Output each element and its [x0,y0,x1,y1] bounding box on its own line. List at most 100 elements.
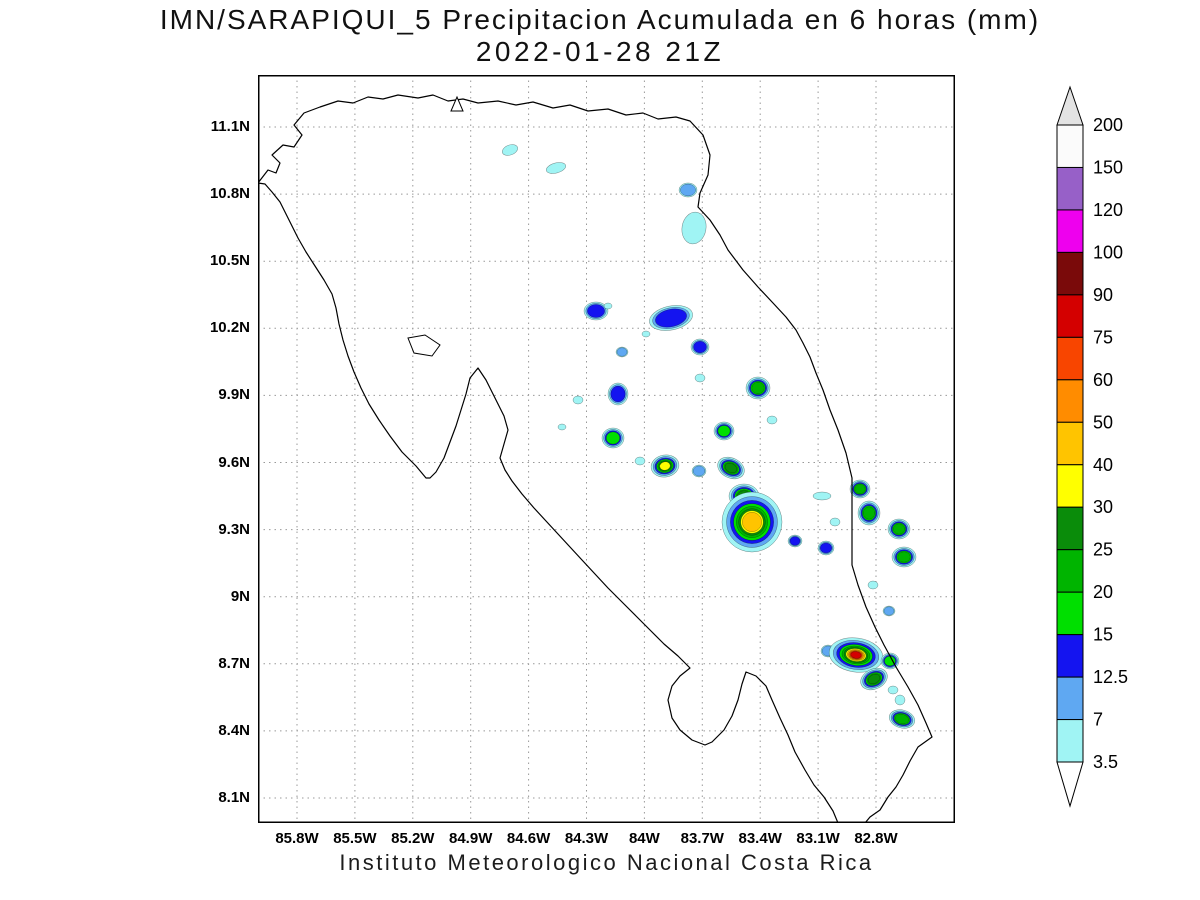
precip-contour [887,685,899,695]
precip-cell [681,211,707,245]
lon-tick-label: 83.4W [738,830,782,847]
precip-cell [766,415,778,425]
colorbar-label: 40 [1093,455,1113,475]
colorbar-segment [1056,251,1084,296]
colorbar-label: 50 [1093,412,1113,432]
colorbar-segment [1056,124,1084,168]
precip-contour [603,302,613,310]
colorbar-label: 60 [1093,370,1113,390]
precip-cell [882,605,896,617]
precip-contour [897,551,911,563]
colorbar-label: 20 [1093,582,1113,602]
precip-contour [634,456,646,466]
lon-tick-label: 84.9W [449,830,493,847]
precip-contour [681,211,707,245]
precip-cell [649,305,693,331]
precip-contour [766,415,778,425]
colorbar-arrow-bottom [1056,761,1084,808]
precip-contour [610,385,626,403]
precip-contour [850,651,862,659]
plot-datetime: 2022-01-28 21Z [475,36,725,67]
precip-cell [829,517,841,527]
colorbar-segment [1056,719,1084,763]
lat-tick-label: 8.1N [218,789,250,806]
lat-tick-label: 9.6N [218,453,250,471]
colorbar-label: 15 [1093,625,1113,645]
precip-cell [583,301,609,321]
lon-tick-label: 84W [628,830,660,847]
lat-tick-label: 10.2N [209,319,250,337]
precip-cell [812,491,832,501]
lat-tick-label: 10.8N [209,185,250,203]
precip-contour [692,465,706,477]
precip-contour [546,162,566,174]
colorbar-label: 30 [1093,497,1113,517]
precip-cell [828,637,884,673]
precip-contour [895,713,909,725]
precip-cell [690,338,710,356]
precip-cell [615,346,629,358]
colorbar-segment [1056,336,1084,381]
precip-cell [678,182,698,198]
lake-outline [407,334,441,357]
precip-cell [607,382,629,406]
precip-contour [557,423,567,431]
precip-cell [694,373,706,383]
precip-contour [894,694,906,706]
precip-cell [787,534,803,548]
lon-tick-label: 83.7W [680,830,724,847]
precip-contour [693,340,707,354]
precip-contour [655,308,687,328]
precip-contour [587,304,605,318]
colorbar: 200 150 120 100 90 75 60 50 40 30 25 20 15 12.5 7 3.5 [1056,85,1128,808]
precip-contour [641,330,651,338]
precip-cell [745,376,771,400]
colorbar-label: 150 [1093,157,1123,177]
lon-tick-label: 83.1W [796,830,840,847]
colorbar-segment [1056,506,1084,551]
colorbar-label: 25 [1093,540,1113,560]
colorbar-label: 12.5 [1093,667,1128,687]
lon-tick-label: 84.6W [506,830,551,847]
precip-contour [812,491,832,501]
map-canvas [258,75,955,823]
precip-cell [891,546,917,568]
precip-cell [717,456,745,480]
precip-cell [860,667,888,691]
precip-cell [867,580,879,590]
precip-cell [888,709,916,729]
precip-cell [572,395,584,405]
precip-cell [721,491,783,553]
precip-contour [867,673,881,685]
plot-title: IMN/SARAPIQUI_5 Precipitacion Acumulada … [159,4,1041,35]
map-frame [258,75,955,823]
colorbar-label: 100 [1093,242,1123,262]
lat-tick-label: 9.3N [218,520,250,538]
colorbar-segment [1056,166,1084,211]
lat-tick-label: 11.1N [210,118,250,135]
colorbar-segment [1056,591,1084,636]
colorbar-segment [1056,549,1084,593]
precip-contour [751,382,765,394]
precip-cell [603,302,613,310]
precip-contour [717,425,731,437]
colorbar-segment [1056,294,1084,338]
costa-rica-coastline [258,94,933,823]
colorbar-segment [1056,634,1084,678]
lat-tick-label: 9N [230,587,250,605]
colorbar-arrow-top [1056,85,1084,126]
lat-tick-label: 8.4N [218,721,250,739]
precip-contour [572,395,584,405]
precip-cell [887,518,911,540]
precipitation-shading [502,144,917,729]
colorbar-label: 200 [1093,115,1123,135]
lat-tick-label: 10.5N [209,252,250,270]
lon-tick-label: 84.3W [564,830,609,847]
precip-cell [857,500,881,526]
colorbar-label: 120 [1093,200,1123,220]
colorbar-label: 75 [1093,327,1113,347]
footer-credit: Instituto Meteorologico Nacional Costa R… [339,850,874,875]
gridlines [258,75,955,823]
colorbar-label: 7 [1093,710,1103,730]
